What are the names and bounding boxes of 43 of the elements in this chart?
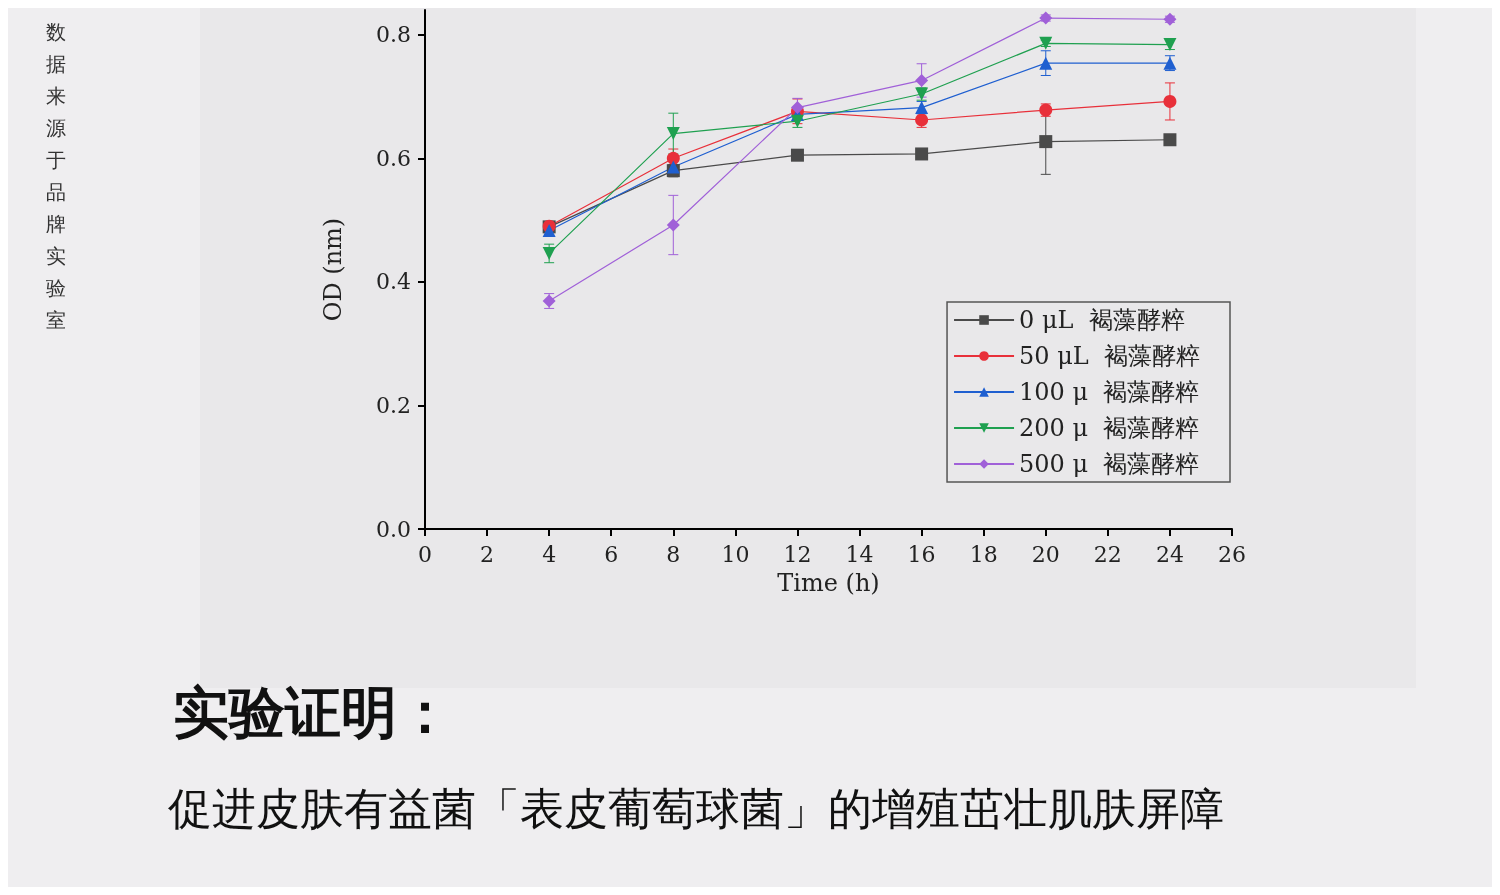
x-tick-label: 10 bbox=[721, 541, 750, 567]
legend-label: 200 μ 褐藻酵粹 bbox=[1019, 414, 1200, 442]
point bbox=[1039, 56, 1053, 70]
point bbox=[1039, 135, 1053, 149]
x-tick-label: 6 bbox=[604, 541, 619, 567]
point bbox=[666, 151, 680, 165]
legend-label: 100 μ 褐藻酵粹 bbox=[1019, 378, 1200, 406]
x-tick-label: 4 bbox=[542, 541, 557, 567]
x-tick-label: 12 bbox=[783, 541, 812, 567]
x-tick-label: 18 bbox=[969, 541, 998, 567]
point bbox=[915, 147, 929, 161]
point bbox=[1163, 38, 1177, 52]
point bbox=[915, 73, 929, 87]
x-axis-title: Time (h) bbox=[777, 569, 880, 597]
point bbox=[666, 127, 680, 141]
x-tick-label: 2 bbox=[480, 541, 495, 567]
point bbox=[1163, 133, 1177, 147]
x-tick-label: 0 bbox=[418, 541, 432, 567]
y-tick-label: 0.8 bbox=[376, 22, 411, 48]
point bbox=[666, 218, 680, 232]
legend-label: 50 μL 褐藻酵粹 bbox=[1019, 342, 1201, 370]
x-tick-label: 24 bbox=[1155, 541, 1184, 567]
y-tick-label: 0.4 bbox=[376, 269, 411, 295]
x-tick-label: 16 bbox=[907, 541, 936, 567]
y-tick-label: 0.2 bbox=[376, 392, 411, 418]
y-axis-title: OD (nm) bbox=[319, 217, 347, 322]
point bbox=[790, 148, 804, 162]
x-tick-label: 26 bbox=[1218, 541, 1246, 567]
y-tick-label: 0.0 bbox=[376, 516, 411, 542]
point bbox=[542, 224, 556, 238]
point bbox=[542, 246, 556, 260]
text: 促进皮肤有益菌「表皮葡萄球菌」的增殖茁壮肌肤屏障 bbox=[168, 782, 1224, 836]
x-tick-label: 20 bbox=[1031, 541, 1060, 567]
x-tick-label: 22 bbox=[1093, 541, 1122, 567]
text: 实验证明： bbox=[173, 679, 453, 747]
point bbox=[1163, 94, 1177, 108]
x-tick-label: 14 bbox=[845, 541, 874, 567]
legend-label: 0 μL 褐藻酵粹 bbox=[1019, 306, 1185, 334]
point bbox=[666, 160, 680, 174]
legend-label: 500 μ 褐藻酵粹 bbox=[1019, 450, 1200, 478]
text: 数据来源于品牌实验室 bbox=[46, 20, 66, 332]
x-tick-label: 8 bbox=[666, 541, 681, 567]
y-tick-label: 0.6 bbox=[376, 145, 411, 171]
